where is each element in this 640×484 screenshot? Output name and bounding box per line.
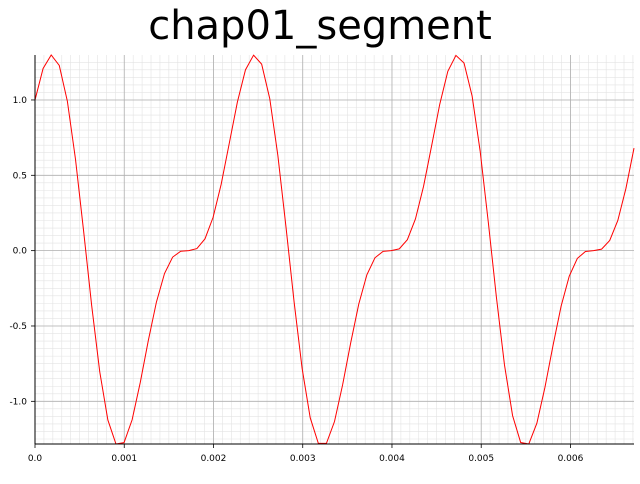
axes: 0.0 0.001 0.002 0.003 0.004 0.005 0.006 -1.0 -0.…	[9, 55, 634, 464]
x-tick-label: 0.004	[379, 454, 405, 464]
y-tick-label: 0.5	[13, 171, 27, 181]
minor-grid	[34, 55, 634, 444]
chart-title: chap01_segment	[148, 3, 492, 49]
plot	[34, 54, 635, 445]
y-tick-label: -1.0	[9, 397, 27, 407]
x-tick-label: 0.003	[290, 454, 316, 464]
data-line	[34, 54, 635, 445]
x-tick-label: 0.006	[558, 454, 584, 464]
y-tick-label: 1.0	[13, 96, 28, 106]
x-tick-label: 0.001	[111, 454, 137, 464]
y-tick-label: 0.0	[13, 247, 28, 257]
y-tick-label: -0.5	[9, 322, 27, 332]
x-tick-label: 0.0	[28, 454, 43, 464]
major-grid	[34, 55, 634, 444]
x-tick-label: 0.005	[468, 454, 494, 464]
x-tick-label: 0.002	[201, 454, 227, 464]
